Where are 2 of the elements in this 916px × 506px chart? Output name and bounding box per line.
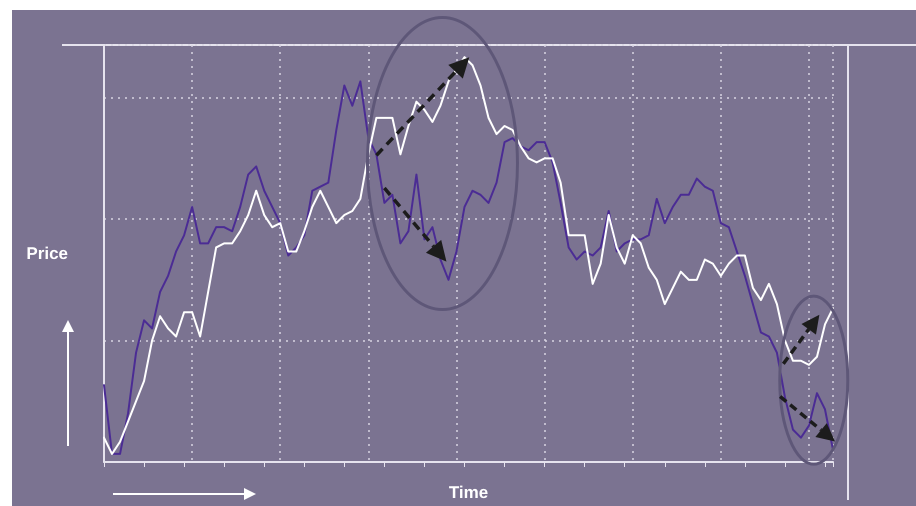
x-axis-title: Time xyxy=(448,483,488,502)
y-axis-title: Price xyxy=(26,244,68,263)
